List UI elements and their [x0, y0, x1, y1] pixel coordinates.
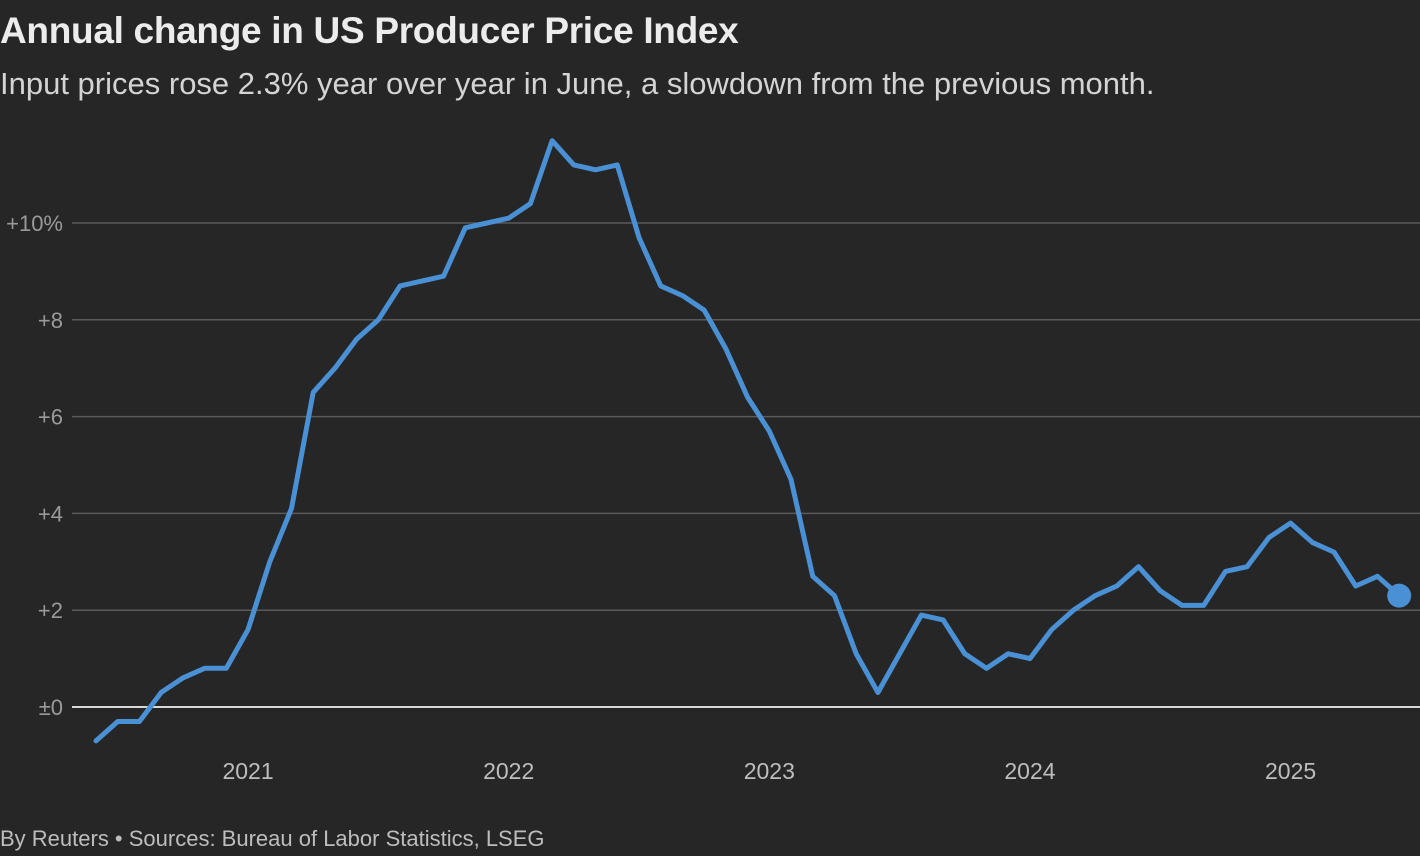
x-tick-label: 2024	[1004, 758, 1055, 784]
y-axis-ticks: ±0 +2 +4 +6 +8 +10%	[6, 211, 63, 720]
gridlines	[72, 222, 1420, 708]
chart-title: Annual change in US Producer Price Index	[0, 10, 739, 51]
y-tick-label: +8	[38, 308, 63, 333]
y-tick-label: +4	[38, 501, 63, 526]
series-line	[93, 138, 1402, 744]
y-tick-label: +6	[38, 405, 63, 430]
x-tick-label: 2022	[483, 758, 534, 784]
x-tick-label: 2025	[1265, 758, 1316, 784]
end-point-marker	[1387, 583, 1412, 608]
y-tick-label: ±0	[39, 695, 63, 720]
x-axis-ticks: 2021 2022 2023 2024 2025	[222, 758, 1316, 784]
chart-subtitle: Input prices rose 2.3% year over year in…	[0, 66, 1155, 101]
y-tick-label: +2	[38, 598, 63, 623]
x-tick-label: 2023	[744, 758, 795, 784]
x-tick-label: 2021	[222, 758, 273, 784]
y-tick-label: +10%	[6, 211, 63, 236]
source-credit: By Reuters • Sources: Bureau of Labor St…	[0, 826, 545, 851]
series-layer	[93, 138, 1412, 744]
